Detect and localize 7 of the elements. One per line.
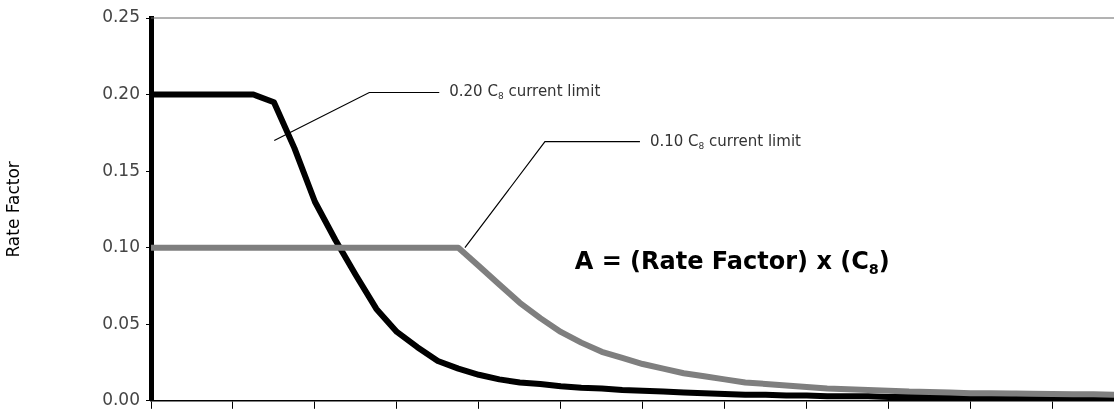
y-tick-label: 0.10 <box>102 236 140 257</box>
y-tick-label: 0.20 <box>102 82 140 103</box>
y-tick-label: 0.05 <box>102 312 140 333</box>
y-tick-label: 0.15 <box>102 159 140 180</box>
y-tick-label: 0.25 <box>102 6 140 27</box>
y-axis-title: Rate Factor <box>2 161 23 258</box>
y-tick-label: 0.00 <box>102 389 140 410</box>
